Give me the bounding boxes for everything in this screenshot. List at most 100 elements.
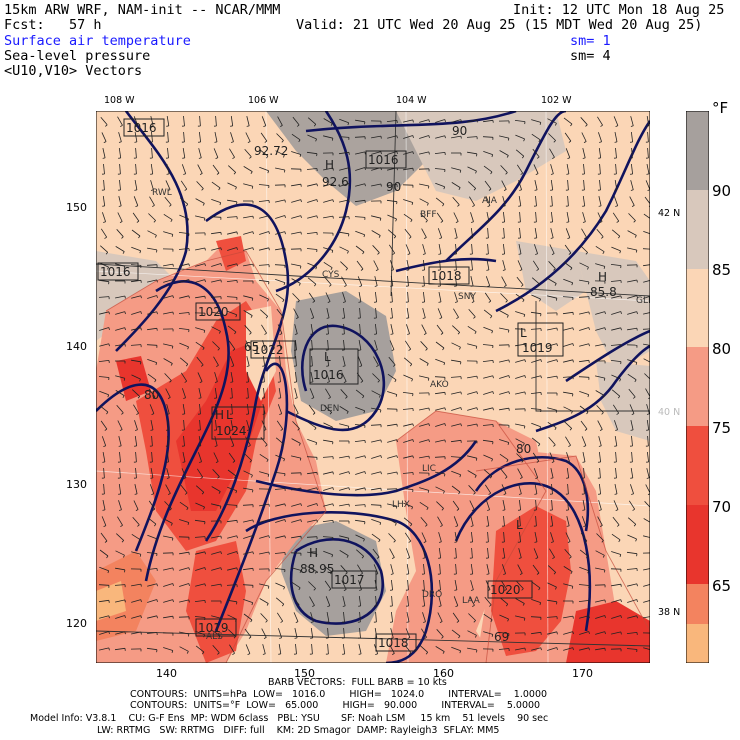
station-id: DEN xyxy=(320,404,339,414)
colorbar-level: 90 xyxy=(712,182,732,200)
station-id: BFF xyxy=(420,210,437,220)
barb-info: BARB VECTORS: FULL BARB = 10 kts xyxy=(268,677,447,688)
colorbar-level: 75 xyxy=(712,419,732,437)
colorbar-swatch xyxy=(686,269,709,347)
temperature-colorbar xyxy=(686,111,709,663)
pressure-label: 1022 xyxy=(253,343,284,357)
contour-info-temp: CONTOURS: UNITS=°F LOW= 65.000 HIGH= 90.… xyxy=(130,700,541,711)
wind-barbs xyxy=(98,115,650,655)
lon-label: 108 W xyxy=(104,95,135,106)
pressure-label: 1016 xyxy=(313,368,344,382)
field-vectors: <U10,V10> Vectors xyxy=(4,63,143,79)
hl-marker: L xyxy=(226,408,233,422)
lat-label: 42 N xyxy=(658,208,681,219)
value-label: 69 xyxy=(494,630,509,644)
smoothing-2: sm= 4 xyxy=(570,48,611,64)
field-surface-temp: Surface air temperature xyxy=(4,33,191,49)
colorbar-level: 70 xyxy=(712,498,732,516)
pressure-label: 1024 xyxy=(216,424,247,438)
station-id: RWL xyxy=(152,188,172,198)
pressure-label: 1020 xyxy=(490,583,521,597)
colorbar-unit: °F xyxy=(712,99,729,117)
station-id: LAA xyxy=(462,596,481,606)
hl-marker: H xyxy=(215,408,224,422)
x-tick-label: 160 xyxy=(433,667,454,680)
pressure-label: 1019 xyxy=(198,621,229,635)
value-label: 90 xyxy=(452,124,467,138)
hl-marker: L xyxy=(516,518,523,532)
map-annotations: 1016 1016 1016 1018 1019 1020 1022 1016 … xyxy=(97,118,650,652)
temp-shading xyxy=(176,341,266,511)
hl-marker: H xyxy=(325,158,334,172)
pressure-label: 1017 xyxy=(334,573,365,587)
station-id: SNY xyxy=(458,292,476,302)
station-id: DRO xyxy=(422,590,442,600)
pressure-label: 1016 xyxy=(368,153,399,167)
x-tick-label: 150 xyxy=(294,667,315,680)
init-time: Init: 12 UTC Mon 18 Aug 25 xyxy=(513,2,725,18)
hl-marker: L xyxy=(520,326,527,340)
pressure-label: 1018 xyxy=(431,269,462,283)
forecast-hour: Fcst: 57 h xyxy=(4,17,102,33)
isobars xyxy=(96,111,650,663)
valid-time: Valid: 21 UTC Wed 20 Aug 25 (15 MDT Wed … xyxy=(296,17,703,33)
value-label: 92.72 xyxy=(254,144,288,158)
y-tick-label: 120 xyxy=(66,617,87,630)
station-id: AKO xyxy=(430,380,449,390)
temp-shading xyxy=(216,236,246,271)
temp-contours xyxy=(105,250,650,663)
temp-shading xyxy=(596,361,650,441)
value-label: 85.8 xyxy=(590,285,617,299)
graticule xyxy=(96,111,650,663)
weather-map: 1016 1016 1016 1018 1019 1020 1022 1016 … xyxy=(96,111,650,663)
lat-label: 38 N xyxy=(658,607,681,618)
temp-shading xyxy=(291,291,396,421)
colorbar-swatch xyxy=(686,624,709,663)
value-label: 90 xyxy=(386,180,401,194)
y-tick-label: 150 xyxy=(66,201,87,214)
lon-label: 106 W xyxy=(248,95,279,106)
pressure-label: 1018 xyxy=(378,636,409,650)
station-id: LIC xyxy=(422,464,436,474)
lon-label: 102 W xyxy=(541,95,572,106)
hl-marker: H xyxy=(309,546,318,560)
pressure-label: 1019 xyxy=(522,341,553,355)
value-label: 88.95 xyxy=(300,562,334,576)
value-label: 80 xyxy=(516,442,531,456)
temp-shading xyxy=(96,551,156,641)
station-id: CYS xyxy=(322,270,340,280)
x-tick-label: 170 xyxy=(572,667,593,680)
hl-marker: H xyxy=(598,270,607,284)
field-slp: Sea-level pressure xyxy=(4,48,151,64)
temp-shading xyxy=(396,111,566,201)
x-tick-label: 140 xyxy=(156,667,177,680)
colorbar-level: 80 xyxy=(712,340,732,358)
station-id: AIA xyxy=(482,196,498,206)
colorbar-swatch xyxy=(686,347,709,426)
model-title: 15km ARW WRF, NAM-init -- NCAR/MMM xyxy=(4,2,281,18)
smoothing-1: sm= 1 xyxy=(570,33,611,49)
colorbar-swatch xyxy=(686,426,709,505)
station-id: LHX xyxy=(392,500,410,510)
temp-shading xyxy=(281,521,386,636)
station-id: GLD xyxy=(636,296,650,306)
value-label: 80 xyxy=(144,388,159,402)
colorbar-level: 85 xyxy=(712,261,732,279)
colorbar-swatch xyxy=(686,111,709,190)
lon-label: 104 W xyxy=(396,95,427,106)
hl-marker: L xyxy=(324,350,331,364)
y-tick-label: 130 xyxy=(66,478,87,491)
lat-label: 40 N xyxy=(658,407,681,418)
colorbar-swatch xyxy=(686,505,709,584)
colorbar-swatch xyxy=(686,584,709,624)
pressure-label: 1020 xyxy=(198,305,229,319)
colorbar-level: 65 xyxy=(712,577,732,595)
pressure-label: 1016 xyxy=(100,265,131,279)
value-label: 65 xyxy=(244,340,259,354)
pressure-label: 1016 xyxy=(126,121,157,135)
contour-info-pressure: CONTOURS: UNITS=hPa LOW= 1016.0 HIGH= 10… xyxy=(130,689,548,700)
temp-shading xyxy=(96,581,126,621)
colorbar-swatch xyxy=(686,190,709,269)
y-tick-label: 140 xyxy=(66,340,87,353)
station-id: ALS xyxy=(206,632,223,642)
